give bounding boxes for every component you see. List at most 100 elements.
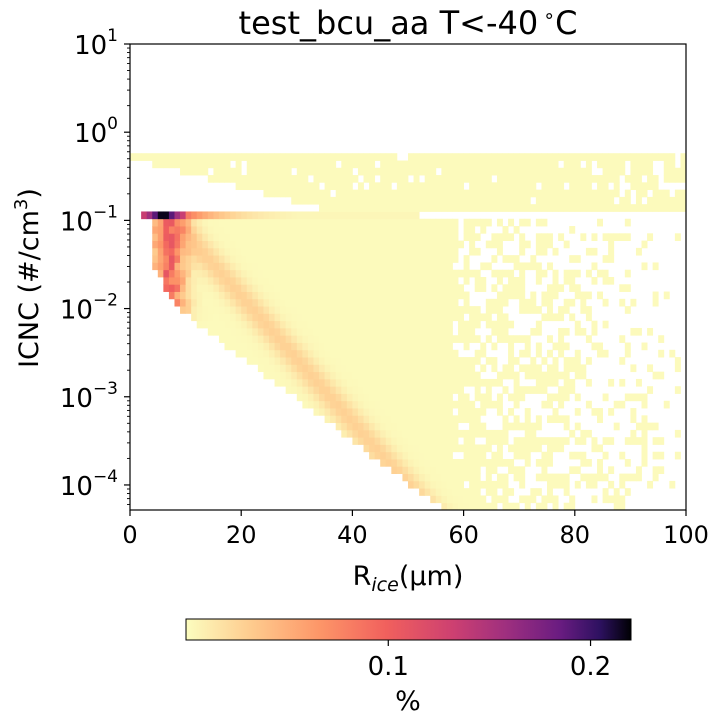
heatmap-cell [391, 400, 398, 409]
heatmap-cell [446, 400, 453, 409]
heatmap-cell [408, 371, 414, 380]
heatmap-cell [369, 437, 376, 445]
heatmap-cell [463, 269, 470, 278]
heatmap-cell [463, 196, 470, 205]
heatmap-cell [480, 364, 487, 373]
heatmap-cell [424, 444, 431, 453]
heatmap-cell [513, 415, 520, 424]
heatmap-cell [263, 226, 270, 234]
heatmap-cell [285, 327, 292, 336]
heatmap-cell [491, 502, 498, 510]
heatmap-cell [435, 371, 442, 380]
heatmap-cell [207, 320, 214, 329]
heatmap-cell [458, 357, 464, 365]
heatmap-cell [252, 255, 259, 263]
heatmap-cell [580, 167, 587, 176]
heatmap-cell [285, 167, 292, 176]
heatmap-cell [463, 444, 470, 453]
heatmap-cell [669, 349, 676, 358]
heatmap-cell [502, 437, 509, 445]
heatmap-cell [602, 189, 609, 198]
heatmap-cell [396, 327, 403, 336]
heatmap-cell [302, 284, 309, 292]
heatmap-cell [369, 204, 376, 212]
heatmap-cell [330, 357, 337, 365]
heatmap-cell [552, 189, 559, 198]
heatmap-cell [174, 262, 181, 271]
heatmap-cell [430, 459, 437, 467]
heatmap-cell [385, 386, 392, 394]
heatmap-cell [263, 255, 270, 263]
heatmap-cell [224, 262, 231, 271]
heatmap-cell [396, 226, 403, 234]
heatmap-cell [241, 182, 248, 191]
heatmap-cell [463, 335, 470, 343]
heatmap-cell [502, 415, 509, 424]
heatmap-cell [157, 262, 164, 271]
heatmap-cell [491, 153, 498, 161]
heatmap-cell [408, 451, 414, 460]
heatmap-cell [352, 160, 359, 169]
heatmap-cell [496, 269, 503, 278]
heatmap-cell [280, 160, 287, 169]
heatmap-cell [246, 218, 253, 227]
heatmap-cell [313, 408, 320, 416]
heatmap-cell [396, 189, 403, 198]
heatmap-cell [257, 327, 264, 336]
heatmap-cell [513, 255, 520, 263]
heatmap-cell [597, 196, 603, 205]
heatmap-cell [385, 255, 392, 263]
heatmap-cell [174, 160, 181, 169]
heatmap-cell [163, 284, 170, 292]
heatmap-cell [302, 291, 309, 300]
heatmap-cell [269, 247, 275, 256]
heatmap-cell [474, 320, 481, 329]
heatmap-cell [196, 226, 203, 234]
heatmap-cell [574, 196, 581, 205]
heatmap-cell [496, 306, 503, 314]
heatmap-cell [319, 226, 325, 234]
heatmap-cell [435, 415, 442, 424]
heatmap-cell [168, 218, 175, 227]
heatmap-cell [257, 218, 264, 227]
heatmap-cell [324, 233, 331, 241]
heatmap-cell [402, 437, 409, 445]
heatmap-cell [524, 437, 531, 445]
heatmap-cell [324, 269, 331, 278]
heatmap-cell [235, 211, 242, 220]
heatmap-cell [391, 167, 398, 176]
heatmap-cell [235, 226, 242, 234]
heatmap-cell [574, 327, 581, 336]
heatmap-cell [524, 386, 531, 394]
heatmap-cell [541, 466, 548, 474]
heatmap-cell [452, 444, 459, 453]
heatmap-cell [641, 415, 648, 424]
heatmap-cell [385, 429, 392, 438]
heatmap-cell [547, 233, 553, 241]
heatmap-cell [547, 349, 553, 358]
heatmap-cell [141, 211, 148, 220]
heatmap-cell [380, 429, 387, 438]
heatmap-cell [280, 211, 287, 220]
heatmap-cell [458, 466, 464, 474]
heatmap-cell [441, 320, 448, 329]
heatmap-cell [535, 415, 542, 424]
heatmap-cell [246, 335, 253, 343]
heatmap-cell [419, 291, 426, 300]
heatmap-cell [469, 269, 476, 278]
heatmap-cell [641, 400, 648, 409]
heatmap-cell [485, 357, 492, 365]
heatmap-cell [408, 473, 414, 482]
heatmap-cell [369, 233, 376, 241]
heatmap-cell [380, 153, 387, 161]
heatmap-cell [402, 327, 409, 336]
y-tick-label: 10−3 [60, 379, 118, 414]
heatmap-cell [435, 437, 442, 445]
heatmap-cell [458, 488, 464, 496]
heatmap-cell [508, 160, 515, 169]
x-tick-label: 20 [226, 521, 257, 549]
heatmap-cell [341, 415, 348, 424]
heatmap-cell [413, 437, 420, 445]
heatmap-cell [558, 196, 565, 205]
heatmap-cell [152, 262, 159, 271]
